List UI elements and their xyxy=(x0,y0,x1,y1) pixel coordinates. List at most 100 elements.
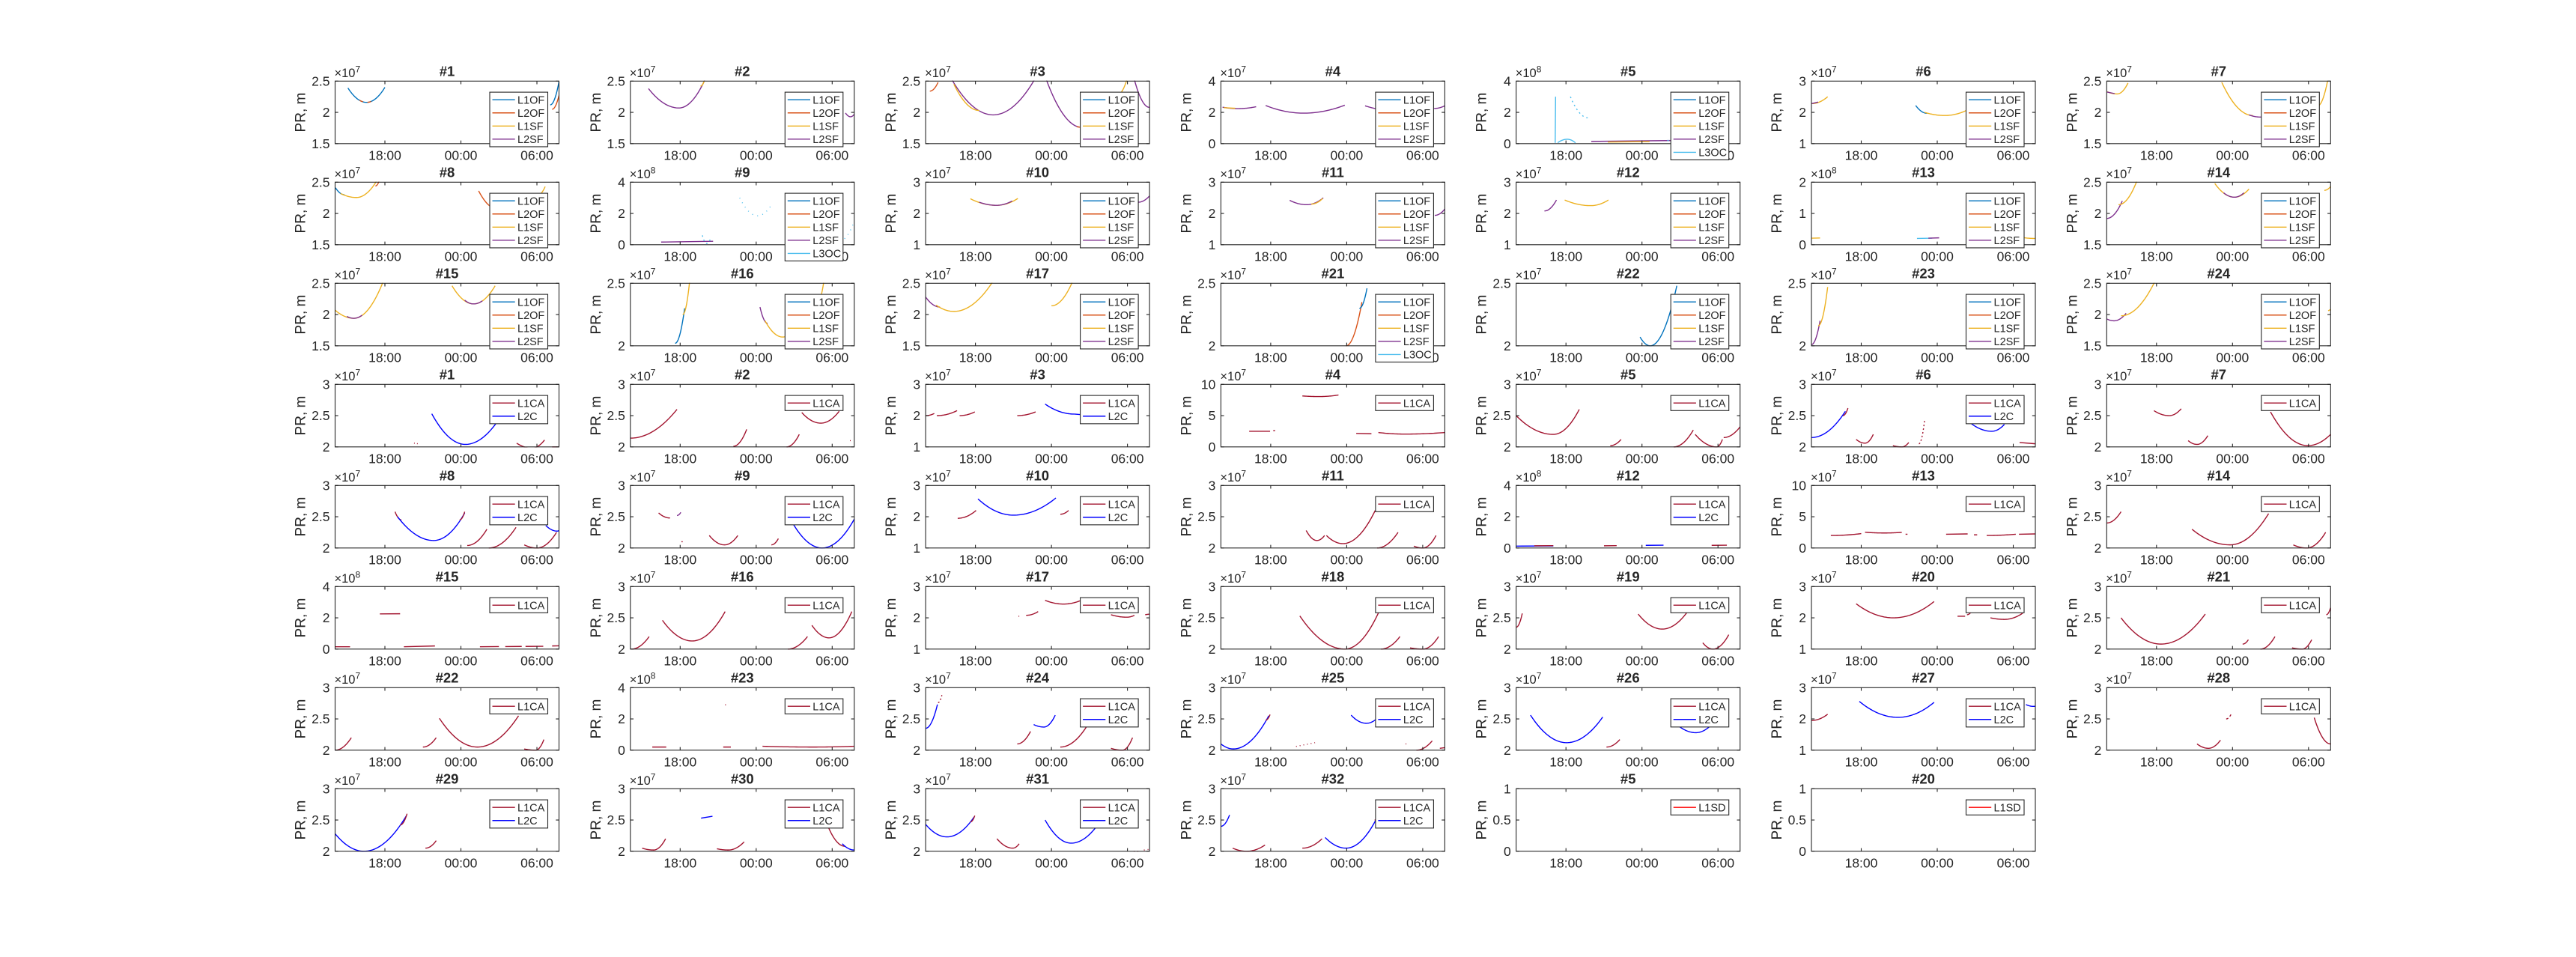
svg-text:1.5: 1.5 xyxy=(2083,338,2101,353)
svg-text:3: 3 xyxy=(2094,478,2102,493)
svg-text:0: 0 xyxy=(1209,136,1216,151)
svg-text:00:00: 00:00 xyxy=(1331,148,1364,163)
svg-text:L2C: L2C xyxy=(1403,714,1424,726)
svg-text:#21: #21 xyxy=(2207,568,2230,584)
svg-text:L2SF: L2SF xyxy=(1403,134,1430,146)
svg-text:L2C: L2C xyxy=(1698,512,1719,524)
svg-text:18:00: 18:00 xyxy=(2140,148,2173,163)
svg-text:PR, m: PR, m xyxy=(1474,800,1490,840)
svg-text:0: 0 xyxy=(1799,541,1806,556)
svg-text:2.5: 2.5 xyxy=(1492,711,1510,726)
svg-text:2.5: 2.5 xyxy=(2083,711,2101,726)
svg-text:00:00: 00:00 xyxy=(2216,148,2249,163)
svg-text:3: 3 xyxy=(913,174,920,189)
svg-text:L1OF: L1OF xyxy=(1994,297,2021,309)
svg-text:×107: ×107 xyxy=(925,670,951,687)
svg-text:2.5: 2.5 xyxy=(902,711,920,726)
svg-text:2: 2 xyxy=(913,105,920,120)
svg-text:3: 3 xyxy=(1504,174,1511,189)
svg-text:00:00: 00:00 xyxy=(1331,553,1364,568)
svg-text:#5: #5 xyxy=(1620,366,1636,382)
svg-text:#11: #11 xyxy=(1322,164,1344,180)
svg-text:2.5: 2.5 xyxy=(902,73,920,88)
svg-text:18:00: 18:00 xyxy=(1549,148,1582,163)
svg-text:L2C: L2C xyxy=(517,411,538,423)
svg-text:L2C: L2C xyxy=(517,815,538,827)
svg-text:3: 3 xyxy=(1799,579,1806,594)
svg-text:06:00: 06:00 xyxy=(1111,553,1144,568)
svg-text:×107: ×107 xyxy=(630,64,656,80)
svg-text:×107: ×107 xyxy=(335,771,361,788)
svg-text:L1CA: L1CA xyxy=(1698,600,1726,612)
svg-text:L1SF: L1SF xyxy=(812,323,839,335)
svg-text:#23: #23 xyxy=(1912,265,1935,281)
svg-text:PR, m: PR, m xyxy=(1474,396,1490,436)
svg-text:PR, m: PR, m xyxy=(1770,93,1785,133)
svg-text:L1CA: L1CA xyxy=(1698,701,1726,713)
svg-text:×107: ×107 xyxy=(1811,569,1837,586)
svg-text:18:00: 18:00 xyxy=(1254,553,1287,568)
svg-text:2: 2 xyxy=(1209,206,1216,221)
svg-text:#18: #18 xyxy=(1321,568,1344,584)
svg-text:18:00: 18:00 xyxy=(1549,654,1582,669)
svg-text:2.5: 2.5 xyxy=(312,174,329,189)
svg-text:18:00: 18:00 xyxy=(368,856,401,871)
svg-text:3: 3 xyxy=(2094,680,2102,695)
svg-text:10: 10 xyxy=(1792,478,1807,493)
svg-text:×107: ×107 xyxy=(1811,670,1837,687)
svg-text:2: 2 xyxy=(2094,440,2102,455)
svg-text:18:00: 18:00 xyxy=(1845,452,1878,467)
svg-text:06:00: 06:00 xyxy=(2292,452,2325,467)
svg-text:18:00: 18:00 xyxy=(2140,350,2173,365)
svg-text:18:00: 18:00 xyxy=(2140,249,2173,264)
svg-text:00:00: 00:00 xyxy=(740,249,773,264)
svg-text:1.5: 1.5 xyxy=(312,338,329,353)
svg-text:L2SF: L2SF xyxy=(1108,235,1134,247)
svg-text:L2OF: L2OF xyxy=(1698,310,1725,322)
svg-text:1: 1 xyxy=(1799,136,1806,151)
svg-text:L3OC: L3OC xyxy=(812,249,841,261)
svg-text:18:00: 18:00 xyxy=(368,553,401,568)
svg-text:L1OF: L1OF xyxy=(2289,94,2316,106)
svg-text:2.5: 2.5 xyxy=(1197,812,1215,827)
svg-text:1: 1 xyxy=(1504,781,1511,796)
svg-text:00:00: 00:00 xyxy=(1921,553,1954,568)
svg-text:00:00: 00:00 xyxy=(1331,755,1364,770)
svg-text:06:00: 06:00 xyxy=(520,350,553,365)
svg-text:2: 2 xyxy=(913,408,920,423)
svg-text:06:00: 06:00 xyxy=(1997,856,2030,871)
svg-text:L2OF: L2OF xyxy=(517,209,544,221)
svg-text:00:00: 00:00 xyxy=(445,654,478,669)
svg-text:×108: ×108 xyxy=(1516,468,1542,484)
svg-text:×107: ×107 xyxy=(1516,367,1542,383)
svg-text:#13: #13 xyxy=(1912,164,1935,180)
svg-text:L1SF: L1SF xyxy=(517,323,544,335)
svg-text:18:00: 18:00 xyxy=(663,856,696,871)
svg-text:×107: ×107 xyxy=(1220,367,1246,383)
svg-text:06:00: 06:00 xyxy=(520,452,553,467)
svg-text:×107: ×107 xyxy=(925,771,951,788)
svg-text:PR, m: PR, m xyxy=(294,800,309,840)
svg-text:L1OF: L1OF xyxy=(1698,297,1725,309)
svg-text:06:00: 06:00 xyxy=(2292,249,2325,264)
svg-text:#16: #16 xyxy=(731,265,754,281)
svg-text:00:00: 00:00 xyxy=(445,350,478,365)
svg-text:18:00: 18:00 xyxy=(1254,755,1287,770)
svg-text:06:00: 06:00 xyxy=(1111,148,1144,163)
svg-text:#5: #5 xyxy=(1620,771,1636,786)
svg-text:00:00: 00:00 xyxy=(1035,553,1068,568)
svg-text:06:00: 06:00 xyxy=(1406,452,1439,467)
svg-text:L1CA: L1CA xyxy=(1994,600,2022,612)
svg-text:4: 4 xyxy=(323,579,330,594)
svg-text:00:00: 00:00 xyxy=(2216,755,2249,770)
svg-text:L2SF: L2SF xyxy=(1403,336,1430,348)
svg-text:06:00: 06:00 xyxy=(815,654,848,669)
svg-text:PR, m: PR, m xyxy=(1179,598,1194,638)
svg-text:0: 0 xyxy=(618,237,625,252)
svg-text:2: 2 xyxy=(1504,105,1511,120)
svg-text:L1OF: L1OF xyxy=(1994,94,2021,106)
svg-text:2: 2 xyxy=(323,541,330,556)
svg-text:00:00: 00:00 xyxy=(1035,452,1068,467)
svg-text:2: 2 xyxy=(1504,743,1511,758)
svg-text:18:00: 18:00 xyxy=(2140,553,2173,568)
